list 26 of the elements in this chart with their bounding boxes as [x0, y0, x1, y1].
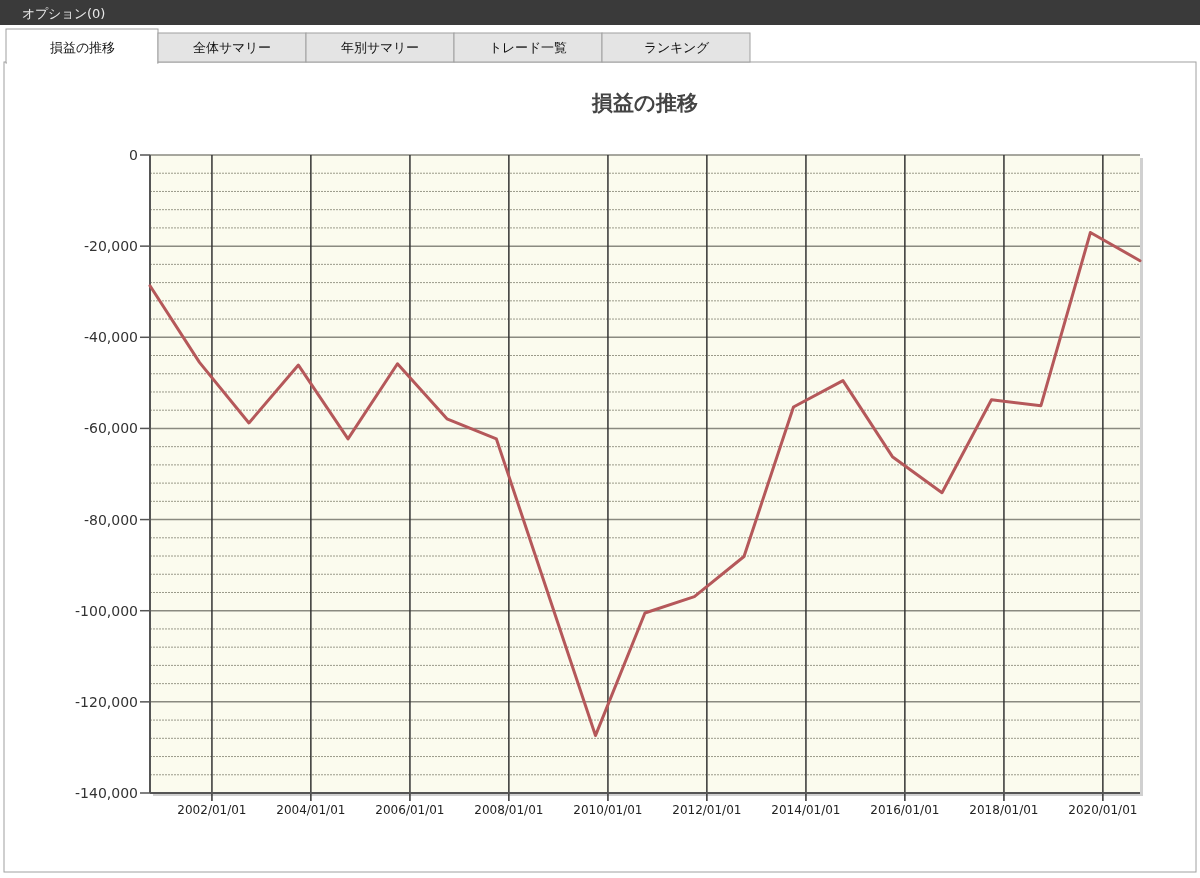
y-tick-label: -40,000 [83, 329, 138, 346]
text: 年別サマリー [341, 40, 419, 55]
x-tick-label: 2002/01/01 [177, 803, 247, 817]
x-tick-label: 2016/01/01 [870, 803, 940, 817]
text: ランキング [643, 40, 710, 55]
x-tick-label: 2008/01/01 [474, 803, 544, 817]
x-tick-label: 2020/01/01 [1068, 803, 1138, 817]
y-tick-label: -140,000 [75, 785, 138, 801]
x-tick-label: 2004/01/01 [276, 803, 346, 817]
y-tick-label: 0 [129, 147, 138, 163]
x-tick-label: 2010/01/01 [573, 803, 643, 817]
y-tick-label: -60,000 [83, 420, 138, 437]
x-tick-label: 2012/01/01 [672, 803, 742, 817]
x-tick-label: 2014/01/01 [771, 803, 841, 817]
text: 全体サマリー [193, 40, 271, 55]
x-tick-label: 2018/01/01 [969, 803, 1039, 817]
y-tick-label: -100,000 [75, 602, 138, 619]
line-series [148, 230, 1142, 738]
text: 損益の推移 [49, 40, 115, 55]
y-tick-label: -20,000 [83, 238, 138, 255]
chart-title: 損益の推移 [591, 91, 698, 115]
y-tick-label: -80,000 [83, 511, 138, 528]
y-tick-label: -120,000 [75, 693, 138, 710]
text: オプション(0) [22, 6, 106, 21]
x-tick-label: 2006/01/01 [375, 803, 445, 817]
text: トレード一覧 [489, 40, 567, 55]
